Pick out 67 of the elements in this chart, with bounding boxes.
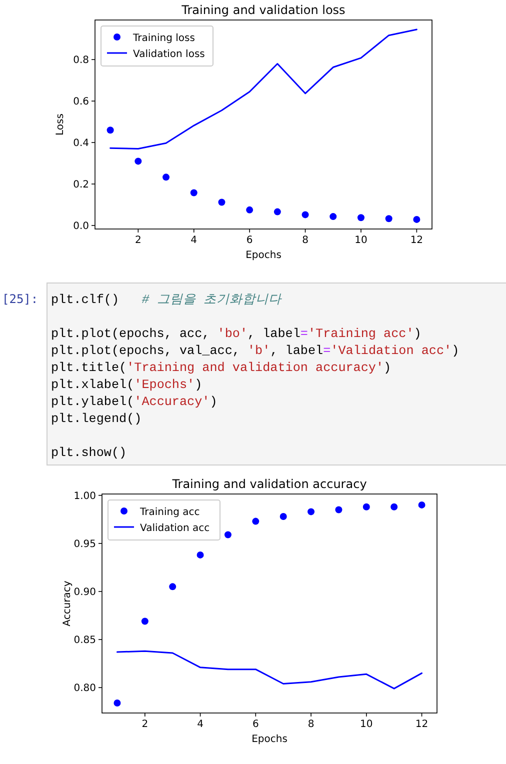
text: plt.ylabel('Accuracy') [51, 395, 218, 409]
y-axis-title: Loss [55, 114, 66, 136]
point [390, 503, 398, 510]
legend-label: Training loss [132, 33, 195, 44]
point [190, 189, 198, 196]
point [418, 501, 426, 508]
x-tick-label: 2 [142, 719, 148, 730]
x-tick-label: 4 [197, 719, 204, 730]
point [302, 211, 309, 218]
x-axis-title: Epochs [252, 734, 288, 745]
point [413, 216, 420, 223]
x-tick-label: 12 [415, 719, 428, 730]
point [308, 508, 315, 516]
point [362, 503, 370, 510]
point [134, 158, 142, 165]
point [224, 531, 232, 538]
line-series [116, 650, 423, 690]
point [280, 512, 287, 520]
x-tick-label: 10 [354, 235, 368, 246]
x-tick-label: 12 [410, 235, 424, 246]
y-tick-label: 0.90 [74, 586, 96, 598]
x-tick-label: 6 [252, 719, 259, 730]
legend-label: Validation loss [133, 49, 205, 60]
y-tick-label: 0.4 [73, 138, 89, 150]
point [196, 551, 204, 558]
y-tick-label: 0.6 [73, 96, 89, 108]
text: plt.xlabel('Epochs') [51, 378, 202, 392]
legend-label: Validation acc [140, 523, 210, 534]
y-tick-label: 0.85 [74, 635, 96, 646]
point [274, 208, 281, 216]
y-tick-label: 0.80 [74, 683, 96, 694]
point [246, 206, 254, 214]
y-tick-label: 1.00 [74, 490, 96, 502]
chart-title: Training and validation loss [180, 3, 346, 17]
text: plt.plot(epochs, val_acc, 'b', label='Validation acc') [51, 344, 460, 358]
x-tick-label: 8 [308, 719, 314, 730]
text: plt.show() [51, 446, 127, 460]
point [252, 518, 260, 525]
point [106, 126, 114, 134]
text: [25]: [2, 292, 38, 306]
point [357, 214, 364, 222]
chart-title: Training and validation accuracy [171, 477, 367, 491]
point [385, 215, 392, 222]
x-tick-label: 10 [360, 719, 373, 730]
x-tick-label: 6 [246, 235, 253, 246]
point [141, 618, 148, 625]
y-tick-label: 0.8 [73, 55, 89, 66]
line-series [110, 28, 418, 150]
x-axis-title: Epochs [246, 250, 282, 261]
text: plt.title('Training and validation accuracy') [51, 361, 392, 375]
point [114, 700, 121, 706]
legend-label: Training acc [139, 507, 200, 518]
x-tick-label: 2 [134, 235, 142, 246]
y-tick-label: 0.2 [73, 180, 89, 191]
point [162, 174, 170, 181]
point [218, 198, 226, 206]
point [335, 506, 342, 514]
y-tick-label: 0.0 [73, 220, 89, 232]
y-tick-label: 0.95 [74, 538, 96, 550]
y-axis-title: Accuracy [62, 580, 73, 626]
point [330, 213, 337, 220]
text: plt.clf() # 그림을 초기화합니다 [51, 293, 282, 307]
point [169, 583, 176, 590]
text: plt.legend() [51, 412, 142, 426]
x-tick-label: 4 [190, 235, 198, 246]
text: plt.plot(epochs, acc, 'bo', label='Training acc') [51, 327, 422, 341]
x-tick-label: 8 [302, 235, 308, 246]
